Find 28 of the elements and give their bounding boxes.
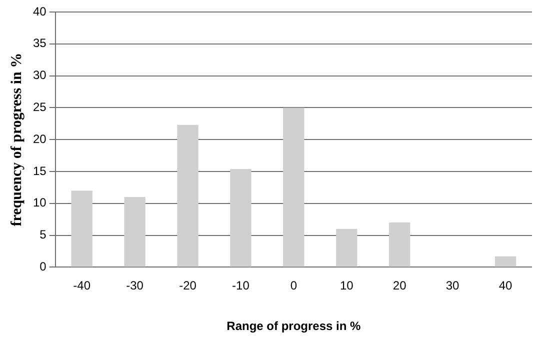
y-tick-label: 30 <box>32 68 47 82</box>
x-tick-label: 30 <box>446 278 460 293</box>
y-tick-label: 15 <box>32 164 47 178</box>
x-tick-label: 20 <box>392 278 407 293</box>
bar <box>494 256 516 267</box>
y-tick-label: 5 <box>40 228 47 242</box>
x-tick-label: 10 <box>340 278 354 293</box>
y-tick-label: 20 <box>32 132 47 146</box>
bar <box>177 124 198 267</box>
y-axis-title: frequency of progress in % <box>8 52 25 226</box>
bar <box>336 228 358 267</box>
x-tick-label: -20 <box>179 278 197 293</box>
x-axis-title: Range of progress in % <box>226 319 362 334</box>
y-tick-label: 10 <box>32 196 47 210</box>
x-tick-label: -30 <box>126 278 144 293</box>
bar <box>71 190 92 267</box>
bar <box>283 108 304 267</box>
x-tick-label: 0 <box>290 278 298 293</box>
bar <box>124 197 146 267</box>
y-tick-label: 0 <box>40 260 47 274</box>
bar <box>230 168 252 267</box>
y-tick-label: 25 <box>32 100 47 114</box>
y-tick-label: 40 <box>32 4 47 18</box>
x-tick-label: -10 <box>232 278 250 293</box>
y-tick-label: 35 <box>32 36 47 50</box>
bar <box>389 222 410 267</box>
x-tick-label: 40 <box>498 278 513 293</box>
x-tick-label: -40 <box>73 278 91 293</box>
